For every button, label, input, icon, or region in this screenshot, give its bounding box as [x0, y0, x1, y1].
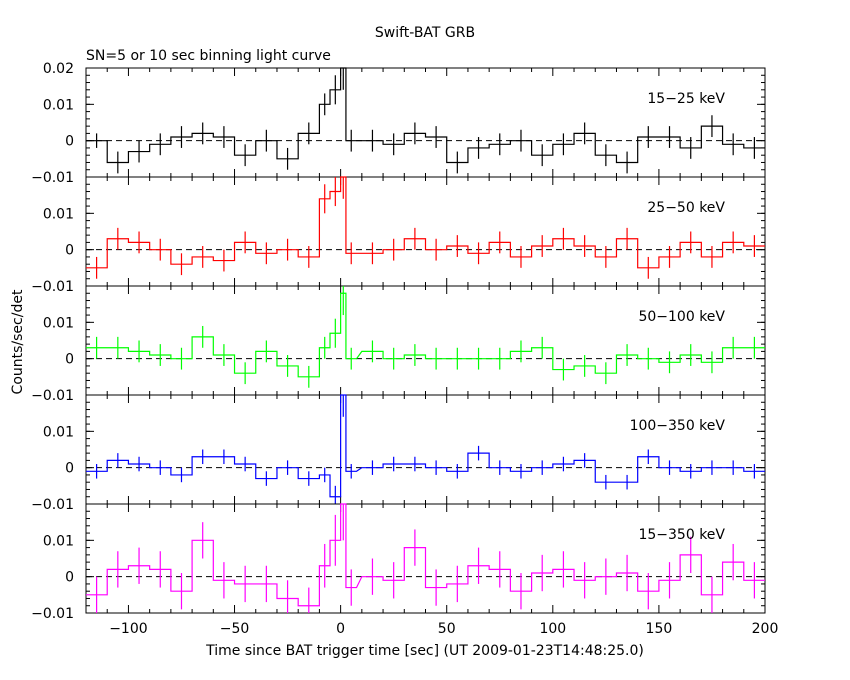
y-tick-label: −0.01	[31, 279, 74, 295]
y-axis-label: Counts/sec/det	[10, 289, 26, 394]
series-step-line	[86, 503, 765, 607]
y-tick-label: 0	[65, 461, 74, 477]
y-tick-label: 0	[65, 352, 74, 368]
x-tick-label: 50	[438, 621, 456, 637]
chart-title: Swift-BAT GRB	[375, 25, 475, 41]
y-tick-label: −0.01	[31, 497, 74, 513]
x-tick-label: 100	[539, 621, 566, 637]
series-step-line	[86, 292, 765, 378]
x-tick-label: 150	[646, 621, 673, 637]
y-tick-label: 0.01	[43, 424, 74, 440]
y-tick-label: 0.02	[43, 61, 74, 77]
series-label: 100−350 keV	[630, 418, 726, 434]
y-tick-label: −0.01	[31, 606, 74, 622]
series-label: 50−100 keV	[638, 309, 725, 325]
panel-1: −0.01 0 0.01 0.02 15−25 keV	[31, 61, 766, 186]
panel-5: −0.01 0 0.01 15−350 keV −100 −50 0 50 100 150 200	[31, 503, 779, 637]
x-tick-label: −100	[109, 621, 147, 637]
y-tick-label: 0.01	[43, 533, 74, 549]
series-step-line	[86, 67, 765, 164]
y-tick-label: 0.01	[43, 315, 74, 331]
y-tick-label: 0.01	[43, 206, 74, 222]
panel-3: −0.01 0 0.01 50−100 keV	[31, 285, 766, 404]
chart-subtitle: SN=5 or 10 sec binning light curve	[86, 48, 331, 64]
y-tick-label: 0.01	[43, 97, 74, 113]
x-tick-label: 200	[752, 621, 779, 637]
series-step-line	[86, 176, 765, 269]
y-tick-label: 0	[65, 243, 74, 259]
x-axis-label: Time since BAT trigger time [sec] (UT 20…	[205, 643, 644, 659]
panels-layer: −0.01 0 0.01 0.02 15−25 keV −0.01 0 0.01 25−50 k…	[31, 61, 778, 637]
y-tick-label: 0	[65, 570, 74, 586]
panel-2: −0.01 0 0.01 25−50 keV	[31, 176, 766, 295]
series-label: 25−50 keV	[647, 200, 725, 216]
x-tick-label: −50	[220, 621, 250, 637]
y-tick-label: 0	[65, 134, 74, 150]
series-label: 15−350 keV	[638, 527, 725, 543]
y-tick-label: −0.01	[31, 170, 74, 186]
series-label: 15−25 keV	[647, 91, 725, 107]
y-tick-label: −0.01	[31, 388, 74, 404]
x-tick-label: 0	[336, 621, 345, 637]
